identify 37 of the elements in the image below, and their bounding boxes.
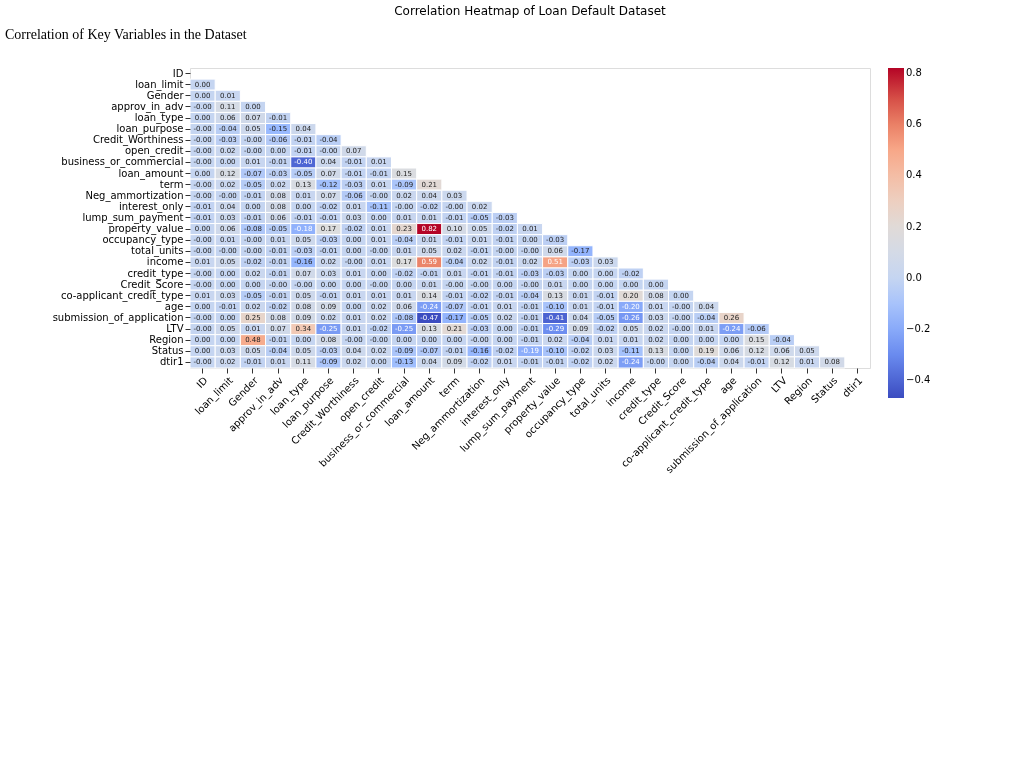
y-tick-label: term <box>159 178 184 190</box>
color-bar-label: −0.2 <box>906 322 931 334</box>
y-tick-label: property_value <box>108 223 184 236</box>
y-tick-label: dtir1 <box>159 356 184 368</box>
y-tick-label: loan_limit <box>135 78 184 91</box>
y-tick-label: age <box>164 300 184 312</box>
y-tick-label: loan_amount <box>118 167 184 180</box>
y-tick-label: loan_purpose <box>116 123 184 136</box>
y-tick-label: submission_of_application <box>52 312 184 324</box>
y-tick-label: co-applicant_credit_type <box>60 289 184 302</box>
y-tick-label: total_units <box>131 245 184 258</box>
y-tick-label: business_or_commercial <box>61 156 184 169</box>
y-tick-label: Credit_Score <box>120 278 184 291</box>
color-bar-label: 0.8 <box>906 67 922 79</box>
y-tick-label: income <box>146 256 184 268</box>
color-bar-label: 0.6 <box>906 118 922 130</box>
y-tick-label: open_credit <box>124 145 184 158</box>
y-tick-label: lump_sum_payment <box>82 212 184 224</box>
y-tick-label: Neg_ammortization <box>85 189 184 202</box>
chart-title: Correlation Heatmap of Loan Default Dataset <box>394 4 667 18</box>
y-tick-label: loan_type <box>134 112 184 124</box>
y-tick-label: interest_only <box>118 200 184 213</box>
x-tick-label: LTV <box>769 374 790 395</box>
y-tick-label: Credit_Worthiness <box>92 134 184 147</box>
color-bar-label: 0.2 <box>906 220 922 232</box>
y-tick-label: approv_in_adv <box>111 100 184 113</box>
text: Correlation of Key Variables in the Dataset <box>5 27 247 42</box>
y-tick-label: ID <box>172 67 184 79</box>
y-tick-label: occupancy_type <box>102 234 184 247</box>
y-tick-label: LTV <box>166 323 184 335</box>
y-tick-label: Gender <box>146 89 185 101</box>
y-tick-label: Status <box>151 345 184 357</box>
color-bar-label: 0.4 <box>906 169 922 181</box>
y-tick-label: credit_type <box>127 267 184 280</box>
y-tick-label: Region <box>149 334 184 346</box>
color-bar-label: −0.4 <box>906 374 931 386</box>
color-bar-label: 0.0 <box>906 271 922 283</box>
